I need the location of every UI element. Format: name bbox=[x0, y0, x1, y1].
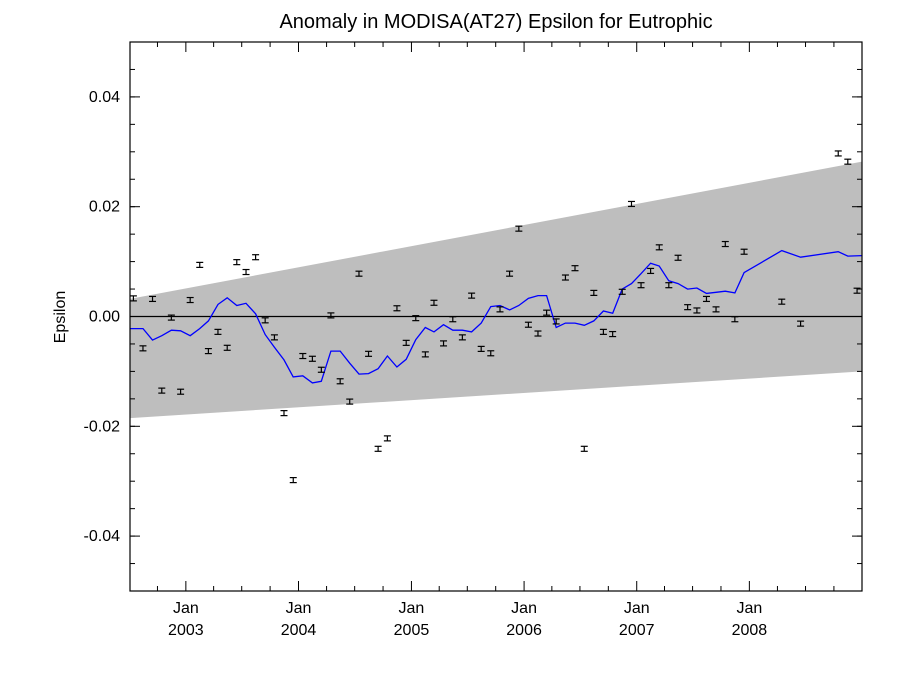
data-point bbox=[740, 248, 748, 255]
data-point bbox=[233, 259, 241, 266]
data-point bbox=[412, 315, 420, 322]
data-point bbox=[552, 318, 560, 325]
data-point bbox=[721, 240, 729, 248]
data-point bbox=[393, 305, 401, 312]
data-point bbox=[844, 158, 852, 165]
data-point bbox=[374, 445, 382, 452]
x-tick-month-label: Jan bbox=[624, 600, 650, 617]
data-point bbox=[270, 334, 278, 341]
data-point bbox=[402, 339, 410, 346]
data-point bbox=[421, 351, 429, 358]
data-point bbox=[561, 274, 569, 281]
data-point bbox=[496, 306, 504, 313]
data-point bbox=[346, 398, 354, 405]
data-point bbox=[430, 299, 438, 306]
data-point bbox=[797, 320, 805, 327]
x-tick-month-label: Jan bbox=[511, 600, 537, 617]
data-point bbox=[609, 330, 617, 338]
data-point bbox=[204, 347, 212, 355]
data-point bbox=[477, 345, 485, 352]
data-point bbox=[731, 316, 739, 323]
data-point bbox=[280, 410, 288, 417]
data-point bbox=[252, 254, 260, 261]
y-tick-label: 0.02 bbox=[89, 199, 120, 216]
x-tick-year-label: 2003 bbox=[168, 622, 204, 639]
data-point bbox=[196, 261, 204, 268]
series-line bbox=[130, 249, 862, 384]
x-tick-month-label: Jan bbox=[173, 600, 199, 617]
data-point bbox=[665, 282, 673, 289]
data-point bbox=[214, 328, 222, 335]
data-point bbox=[177, 388, 185, 395]
data-point bbox=[223, 344, 231, 351]
data-point bbox=[693, 307, 701, 314]
y-tick-label: 0.00 bbox=[89, 309, 120, 326]
data-point bbox=[637, 282, 645, 289]
data-point bbox=[702, 295, 710, 303]
data-point bbox=[130, 295, 137, 302]
data-point bbox=[327, 312, 335, 319]
y-axis-label: Epsilon bbox=[52, 291, 69, 343]
y-tick-label: -0.04 bbox=[84, 528, 121, 545]
data-point bbox=[674, 254, 682, 261]
data-point bbox=[242, 268, 250, 276]
data-point bbox=[458, 334, 466, 341]
data-point bbox=[317, 366, 325, 373]
y-tick-label: 0.04 bbox=[89, 89, 120, 106]
data-point bbox=[778, 298, 786, 305]
x-tick-year-label: 2008 bbox=[732, 622, 768, 639]
data-point bbox=[158, 387, 166, 394]
data-point bbox=[468, 292, 476, 299]
chart-title: Anomaly in MODISA(AT27) Epsilon for Eutr… bbox=[279, 11, 712, 33]
data-point bbox=[365, 350, 373, 357]
data-point bbox=[834, 150, 842, 157]
data-point bbox=[627, 200, 635, 208]
confidence-band bbox=[130, 161, 862, 419]
data-point bbox=[449, 316, 457, 323]
data-point bbox=[336, 378, 344, 385]
data-point bbox=[186, 296, 194, 304]
data-point bbox=[524, 321, 532, 328]
data-point bbox=[590, 289, 598, 296]
data-point bbox=[487, 350, 495, 357]
x-tick-month-label: Jan bbox=[736, 600, 762, 617]
data-point bbox=[299, 352, 307, 360]
data-point bbox=[543, 309, 551, 316]
data-point bbox=[599, 328, 607, 335]
data-point bbox=[515, 225, 523, 232]
data-point bbox=[534, 330, 542, 337]
x-tick-year-label: 2007 bbox=[619, 622, 655, 639]
data-point bbox=[355, 270, 363, 277]
data-point bbox=[289, 477, 297, 484]
x-tick-year-label: 2005 bbox=[394, 622, 430, 639]
y-tick-label: -0.02 bbox=[84, 418, 121, 435]
data-point bbox=[712, 306, 720, 313]
data-point bbox=[167, 314, 175, 321]
x-tick-year-label: 2004 bbox=[281, 622, 317, 639]
data-point bbox=[580, 445, 588, 452]
data-point bbox=[383, 435, 391, 442]
data-point bbox=[308, 355, 316, 362]
data-point bbox=[139, 345, 147, 352]
data-point bbox=[261, 317, 269, 324]
data-point bbox=[571, 265, 579, 272]
data-point bbox=[149, 295, 157, 303]
x-tick-year-label: 2006 bbox=[506, 622, 542, 639]
data-point bbox=[618, 288, 626, 295]
data-point bbox=[647, 267, 655, 275]
data-point bbox=[655, 244, 663, 251]
data-point bbox=[506, 270, 514, 277]
data-point bbox=[440, 340, 448, 347]
data-point bbox=[684, 304, 692, 311]
x-tick-month-label: Jan bbox=[399, 600, 425, 617]
plot-area: -0.04 -0.02 0.00 0.02 0.04 Jan 2003 Jan 2004 Jan 2… bbox=[84, 41, 863, 639]
x-tick-month-label: Jan bbox=[286, 600, 312, 617]
